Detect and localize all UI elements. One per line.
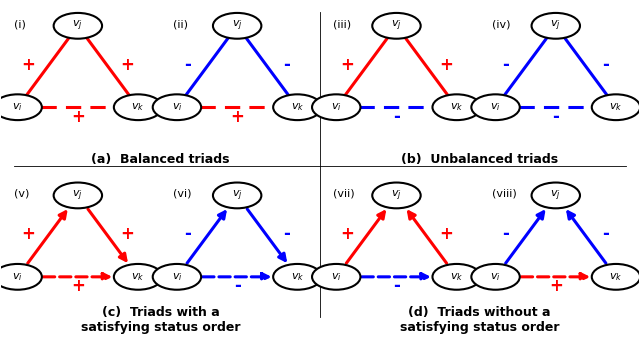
Circle shape — [372, 183, 420, 208]
Text: $v_j$: $v_j$ — [232, 188, 243, 202]
Circle shape — [312, 264, 360, 290]
Circle shape — [273, 264, 321, 290]
Circle shape — [312, 94, 360, 120]
Text: (iii): (iii) — [333, 19, 351, 29]
Text: $v_i$: $v_i$ — [12, 271, 23, 283]
Text: (ii): (ii) — [173, 19, 188, 29]
Text: $v_i$: $v_i$ — [331, 271, 342, 283]
Text: $v_j$: $v_j$ — [550, 188, 561, 202]
Text: (d)  Triads without a
satisfying status order: (d) Triads without a satisfying status o… — [399, 306, 559, 334]
Text: $v_k$: $v_k$ — [609, 271, 623, 283]
Text: -: - — [502, 225, 509, 243]
Text: (a)  Balanced triads: (a) Balanced triads — [92, 153, 230, 166]
Circle shape — [592, 264, 640, 290]
Text: $v_i$: $v_i$ — [12, 101, 23, 113]
Text: +: + — [439, 225, 453, 243]
Text: $v_j$: $v_j$ — [391, 188, 402, 202]
Circle shape — [0, 264, 42, 290]
Circle shape — [153, 264, 201, 290]
Circle shape — [273, 94, 321, 120]
Text: -: - — [284, 56, 291, 74]
Text: +: + — [21, 56, 35, 74]
Circle shape — [372, 13, 420, 39]
Text: (iv): (iv) — [492, 19, 511, 29]
Circle shape — [0, 94, 42, 120]
Text: $v_j$: $v_j$ — [232, 18, 243, 33]
Circle shape — [114, 94, 163, 120]
Circle shape — [213, 13, 261, 39]
Text: $v_j$: $v_j$ — [72, 18, 83, 33]
Text: -: - — [284, 225, 291, 243]
Text: +: + — [439, 56, 453, 74]
Text: $v_i$: $v_i$ — [172, 101, 182, 113]
Text: $v_i$: $v_i$ — [331, 101, 342, 113]
Circle shape — [532, 13, 580, 39]
Text: +: + — [121, 56, 134, 74]
Text: -: - — [184, 56, 191, 74]
Circle shape — [532, 183, 580, 208]
Text: $v_j$: $v_j$ — [72, 188, 83, 202]
Text: -: - — [602, 225, 609, 243]
Text: -: - — [393, 277, 400, 295]
Circle shape — [471, 94, 520, 120]
Text: (v): (v) — [14, 189, 29, 199]
Text: +: + — [340, 225, 354, 243]
Text: $v_k$: $v_k$ — [609, 101, 623, 113]
Text: (i): (i) — [14, 19, 26, 29]
Text: $v_k$: $v_k$ — [291, 271, 304, 283]
Text: (c)  Triads with a
satisfying status order: (c) Triads with a satisfying status orde… — [81, 306, 241, 334]
Circle shape — [153, 94, 201, 120]
Text: $v_i$: $v_i$ — [172, 271, 182, 283]
Text: (b)  Unbalanced triads: (b) Unbalanced triads — [401, 153, 558, 166]
Circle shape — [592, 94, 640, 120]
Text: $v_i$: $v_i$ — [490, 101, 501, 113]
Circle shape — [114, 264, 163, 290]
Circle shape — [54, 13, 102, 39]
Text: -: - — [393, 108, 400, 126]
Text: $v_k$: $v_k$ — [131, 271, 145, 283]
Text: $v_j$: $v_j$ — [550, 18, 561, 33]
Text: -: - — [502, 56, 509, 74]
Text: -: - — [552, 108, 559, 126]
Text: -: - — [184, 225, 191, 243]
Text: $v_j$: $v_j$ — [391, 18, 402, 33]
Text: +: + — [121, 225, 134, 243]
Circle shape — [54, 183, 102, 208]
Text: $v_k$: $v_k$ — [131, 101, 145, 113]
Circle shape — [471, 264, 520, 290]
Text: +: + — [21, 225, 35, 243]
Text: $v_k$: $v_k$ — [450, 271, 463, 283]
Text: +: + — [549, 277, 563, 295]
Text: -: - — [234, 277, 241, 295]
Circle shape — [213, 183, 261, 208]
Text: $v_i$: $v_i$ — [490, 271, 501, 283]
Text: $v_k$: $v_k$ — [291, 101, 304, 113]
Text: (viii): (viii) — [492, 189, 517, 199]
Text: (vii): (vii) — [333, 189, 355, 199]
Text: +: + — [71, 277, 84, 295]
Text: +: + — [340, 56, 354, 74]
Text: -: - — [602, 56, 609, 74]
Text: +: + — [230, 108, 244, 126]
Text: (vi): (vi) — [173, 189, 192, 199]
Circle shape — [433, 264, 481, 290]
Text: +: + — [71, 108, 84, 126]
Circle shape — [433, 94, 481, 120]
Text: $v_k$: $v_k$ — [450, 101, 463, 113]
